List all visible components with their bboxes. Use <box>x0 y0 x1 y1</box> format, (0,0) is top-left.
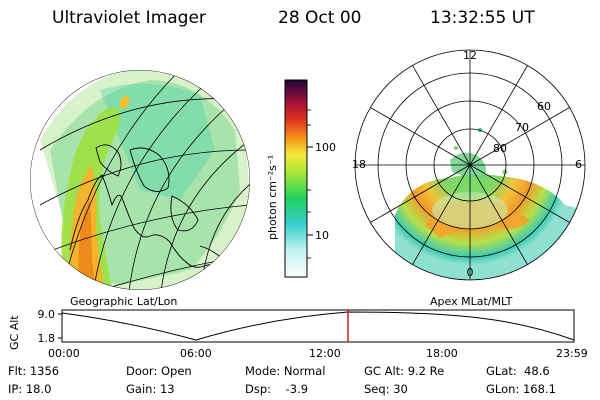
observation-date: 28 Oct 00 <box>278 8 362 28</box>
coastline <box>69 174 223 273</box>
mlt-label-0: 0 <box>467 266 474 279</box>
info-glat: GLat: 48.6 <box>486 364 550 378</box>
info-flight: Flt: 1356 <box>8 364 60 378</box>
polar-image-panel: 12 18 6 0 60 70 80 <box>352 49 586 281</box>
mlt-label-18: 18 <box>352 158 366 171</box>
mlt-label-12: 12 <box>463 49 477 62</box>
info-dsp: Dsp: -3.9 <box>245 382 309 396</box>
colorbar-unit-label: photon cm⁻²s⁻¹ <box>266 155 279 240</box>
lat-label-80: 80 <box>493 142 507 155</box>
left-panel-caption: Geographic Lat/Lon <box>70 295 178 308</box>
time-tick-1200: 12:00 <box>309 347 341 360</box>
altitude-curve <box>61 311 575 341</box>
info-mode: Mode: Normal <box>245 364 326 378</box>
right-panel-caption: Apex MLat/MLT <box>430 295 513 308</box>
alt-tick-9: 9.0 <box>38 308 56 321</box>
colorbar-tick-10: 10 <box>315 229 329 242</box>
colorbar-tick-100: 100 <box>315 141 336 154</box>
time-tick-0000: 00:00 <box>48 347 80 360</box>
time-tick-1800: 18:00 <box>426 347 458 360</box>
observation-time: 13:32:55 UT <box>430 8 535 28</box>
alt-axis-label: GC Alt <box>8 315 21 350</box>
color-bar: 100 10 photon cm⁻²s⁻¹ <box>266 79 336 278</box>
time-tick-0600: 06:00 <box>180 347 212 360</box>
instrument-title: Ultraviolet Imager <box>52 8 206 28</box>
lat-label-60: 60 <box>537 100 551 113</box>
info-glon: GLon: 168.1 <box>486 382 556 396</box>
geographic-image-panel <box>30 70 250 290</box>
info-door: Door: Open <box>126 364 192 378</box>
info-seq: Seq: 30 <box>364 382 408 396</box>
mlt-label-6: 6 <box>575 158 582 171</box>
altitude-plot: 9.0 1.8 GC Alt <box>8 308 575 350</box>
info-gc-alt: GC Alt: 9.2 Re <box>364 364 445 378</box>
time-tick-2359: 23:59 <box>556 347 588 360</box>
alt-tick-1-8: 1.8 <box>38 332 56 345</box>
polar-grid <box>354 49 586 281</box>
lat-label-70: 70 <box>515 121 529 134</box>
info-gain: Gain: 13 <box>126 382 175 396</box>
altitude-plot-frame <box>61 309 575 343</box>
info-ip: IP: 18.0 <box>8 382 52 396</box>
